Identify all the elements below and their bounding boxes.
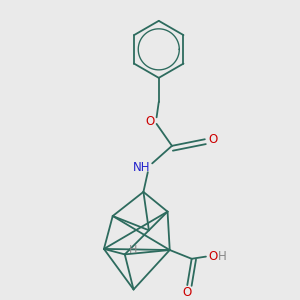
Text: NH: NH [133, 161, 150, 174]
Text: O: O [146, 115, 154, 128]
Text: O: O [183, 286, 192, 299]
Text: H: H [218, 250, 227, 263]
Text: O: O [208, 133, 217, 146]
Text: O: O [208, 250, 217, 263]
Text: H: H [129, 245, 138, 255]
